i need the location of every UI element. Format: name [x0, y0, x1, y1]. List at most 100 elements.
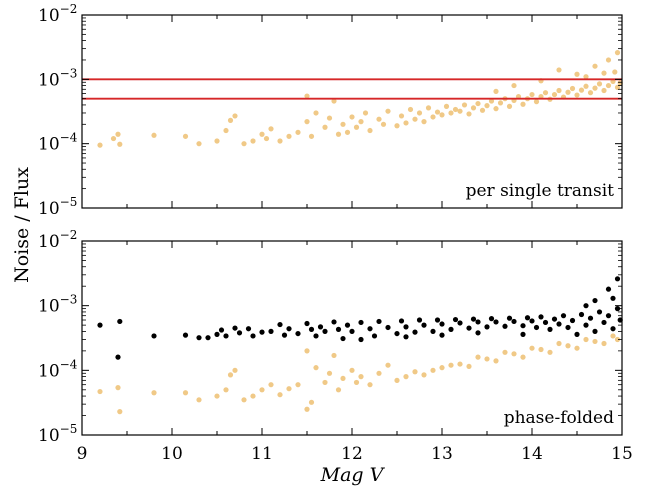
- data-point: [457, 361, 463, 367]
- data-point: [304, 406, 310, 412]
- data-point: [452, 316, 459, 323]
- data-point: [268, 382, 274, 388]
- data-point: [475, 100, 481, 107]
- data-point: [367, 326, 373, 332]
- data-point: [295, 330, 301, 337]
- data-point: [565, 324, 571, 331]
- data-point: [232, 367, 238, 373]
- data-point: [331, 319, 337, 325]
- data-point: [421, 322, 427, 328]
- data-point: [475, 330, 481, 336]
- data-point: [520, 354, 526, 360]
- data-point: [614, 50, 621, 56]
- data-point: [268, 328, 274, 334]
- data-point: [250, 333, 256, 339]
- data-point: [596, 81, 603, 87]
- data-point: [182, 133, 189, 139]
- data-point: [493, 358, 499, 364]
- data-point: [380, 121, 387, 127]
- data-point: [502, 323, 508, 329]
- data-point: [610, 333, 616, 339]
- data-point: [371, 333, 378, 339]
- y-tick-label: 10−5: [38, 422, 77, 446]
- data-point: [439, 112, 445, 118]
- panel-annotation: phase-folded: [504, 408, 614, 428]
- data-point: [223, 333, 229, 339]
- data-point: [439, 321, 445, 327]
- data-point: [398, 318, 405, 324]
- data-point: [430, 367, 436, 373]
- data-point: [394, 123, 400, 129]
- data-point: [551, 316, 558, 322]
- data-point: [601, 340, 607, 347]
- data-point: [466, 325, 472, 331]
- plot-frame: [81, 240, 623, 436]
- data-point: [434, 109, 441, 115]
- data-point: [484, 356, 490, 362]
- data-point: [425, 105, 432, 111]
- data-point: [547, 349, 553, 355]
- data-point: [358, 336, 364, 343]
- data-point: [457, 108, 463, 114]
- data-point: [466, 363, 472, 370]
- data-point: [97, 388, 103, 395]
- data-point: [430, 114, 436, 120]
- data-point: [403, 334, 409, 340]
- y-tick-label: 10−2: [38, 2, 77, 26]
- data-point: [614, 306, 621, 312]
- data-point: [583, 83, 589, 89]
- data-point: [533, 99, 540, 105]
- data-point: [493, 88, 499, 94]
- data-point: [403, 120, 409, 126]
- data-point: [605, 57, 612, 63]
- data-point: [416, 317, 423, 323]
- data-point: [551, 91, 558, 98]
- data-point: [232, 113, 238, 119]
- data-point: [497, 100, 504, 106]
- data-point: [367, 382, 373, 388]
- data-point: [592, 328, 598, 334]
- data-point: [376, 116, 382, 122]
- data-point: [610, 295, 616, 301]
- data-point: [592, 63, 598, 69]
- data-point: [592, 297, 598, 304]
- data-point: [601, 319, 607, 326]
- data-point: [403, 374, 409, 380]
- data-point: [556, 87, 562, 94]
- y-axis-title: Noise / Flux: [11, 167, 33, 283]
- data-point: [605, 286, 612, 292]
- data-point: [241, 141, 247, 147]
- data-point: [520, 101, 526, 107]
- data-point: [151, 390, 157, 396]
- data-point: [308, 326, 315, 332]
- data-point: [601, 70, 607, 76]
- data-point: [605, 313, 612, 319]
- data-point: [448, 362, 454, 368]
- data-point: [286, 133, 292, 139]
- data-point: [340, 375, 346, 382]
- panel-per-single-transit: 10−2 10−3 10−4 10−5 per single transit: [38, 2, 623, 219]
- data-point: [556, 340, 562, 347]
- data-point: [245, 326, 252, 332]
- data-point: [115, 385, 121, 391]
- y-tick-label: 10−3: [38, 66, 77, 90]
- data-point: [277, 392, 283, 398]
- data-point: [556, 67, 562, 73]
- x-tick-label: 9: [77, 444, 88, 464]
- data-point: [317, 324, 324, 330]
- y-tick-label: 10−3: [38, 293, 77, 317]
- data-point: [295, 129, 301, 135]
- data-point: [430, 328, 436, 334]
- data-point: [506, 103, 513, 109]
- data-point: [227, 372, 234, 378]
- data-point: [344, 129, 351, 135]
- data-point: [182, 332, 189, 338]
- x-axis-title: Mag V: [320, 464, 386, 486]
- data-point: [538, 346, 544, 353]
- data-point: [295, 382, 301, 388]
- data-point: [484, 324, 490, 330]
- data-point: [542, 319, 549, 326]
- data-point: [403, 324, 409, 330]
- data-point: [196, 397, 202, 403]
